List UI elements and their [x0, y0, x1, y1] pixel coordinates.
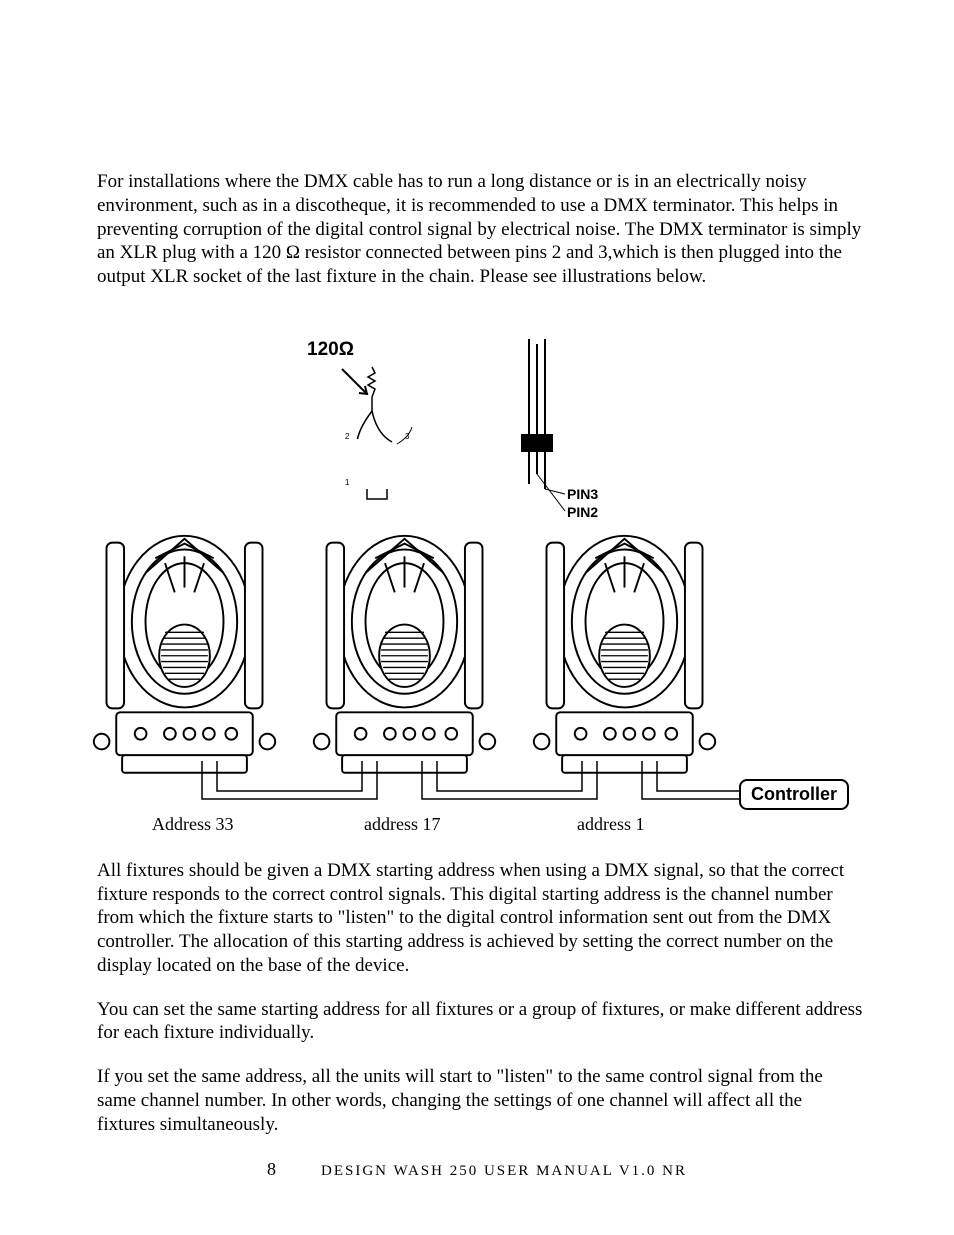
svg-text:3: 3: [405, 432, 410, 441]
pin2-label: PIN2: [567, 504, 598, 520]
dmx-diagram: 120Ω: [97, 349, 864, 819]
svg-text:1: 1: [345, 478, 350, 487]
address-label-1: Address 33: [152, 814, 234, 835]
address-label-3: address 1: [577, 814, 644, 835]
controller-box: Controller: [739, 779, 849, 810]
pin3-label: PIN3: [567, 486, 598, 502]
paragraph-address-intro: All fixtures should be given a DMX start…: [97, 859, 864, 978]
address-label-2: address 17: [364, 814, 440, 835]
svg-text:2: 2: [345, 432, 350, 441]
manual-title: DESIGN WASH 250 USER MANUAL V1.0 NR: [321, 1163, 687, 1179]
paragraph-same-address: If you set the same address, all the uni…: [97, 1065, 864, 1136]
paragraph-same-or-diff: You can set the same starting address fo…: [97, 998, 864, 1046]
paragraph-intro: For installations where the DMX cable ha…: [97, 170, 864, 289]
page-number: 8: [267, 1159, 277, 1180]
page-footer: 8 DESIGN WASH 250 USER MANUAL V1.0 NR: [0, 1159, 954, 1180]
dmx-cable: [87, 529, 857, 819]
